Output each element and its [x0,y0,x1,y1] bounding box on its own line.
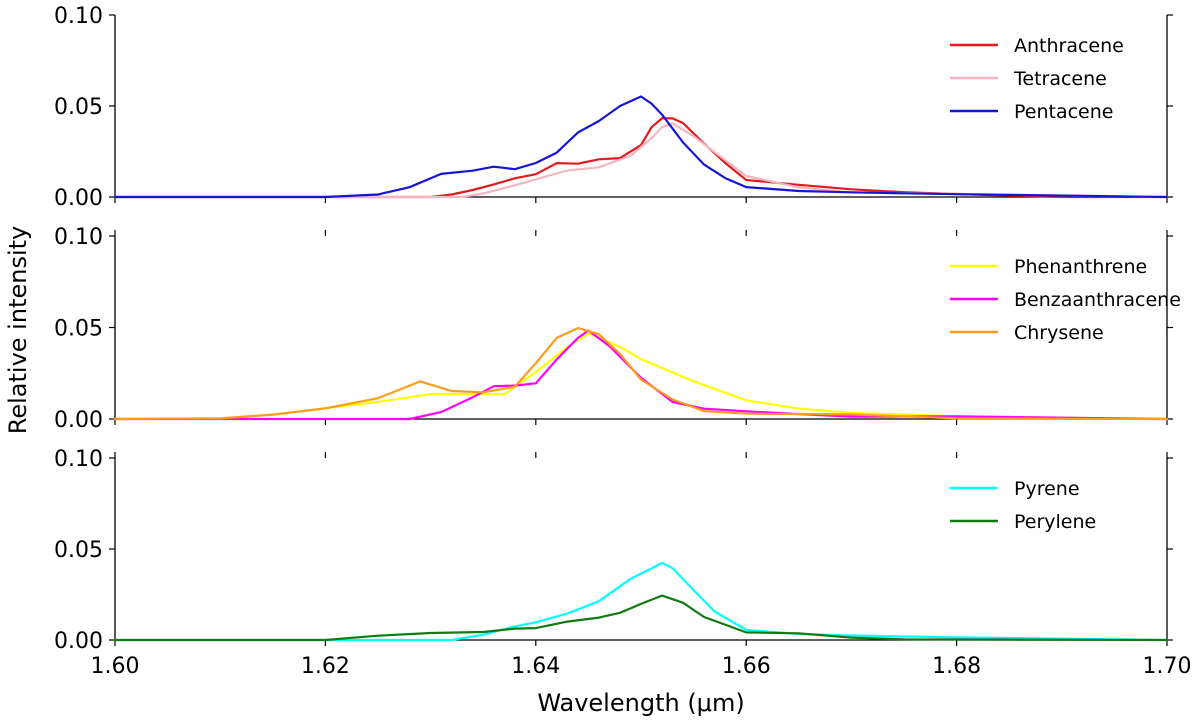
legend-label-tetracene: Tetracene [1013,68,1107,90]
legend-label-anthracene: Anthracene [1014,35,1124,57]
series-line-chrysene [113,327,1169,421]
series-line-anthracene [113,117,1169,199]
x-tick-label: 1.62 [301,654,350,679]
y-tick-label: 0.05 [54,538,103,563]
legend-label-chrysene: Chrysene [1014,322,1104,344]
x-tick-label: 1.64 [511,654,560,679]
y-axis-title: Relative intensity [4,226,32,434]
legend-label-benzaanthracene: Benzaanthracene [1014,289,1181,311]
panel-1: 0.00 0.05 0.10 Anthracene Tetracene Pentacene [54,4,1173,211]
y-tick-label: 0.10 [54,447,103,472]
y-tick-label: 0.00 [54,408,103,433]
y-tick-label: 0.00 [54,629,103,654]
legend-label-pyrene: Pyrene [1014,478,1080,500]
x-axis-title: Wavelength (μm) [537,689,744,717]
panel-3: 0.00 0.05 0.10 1.60 1.62 1.64 1.66 1.68 1.70 Pyre… [54,447,1191,679]
y-tick-label: 0.05 [54,95,103,120]
y-tick-label: 0.00 [54,186,103,211]
x-tick-label: 1.66 [722,654,771,679]
y-tick-label: 0.10 [54,225,103,250]
y-tick-label: 0.05 [54,317,103,342]
series-line-pyrene [113,561,1169,642]
legend-label-phenanthrene: Phenanthrene [1014,256,1147,278]
series-line-benzaanthracene [113,329,1169,421]
y-tick-label: 0.10 [54,4,103,29]
chart-panels: 0.00 0.05 0.10 Anthracene Tetracene Pentacene… [54,4,1191,679]
x-tick-label: 1.70 [1143,654,1192,679]
series-line-tetracene [113,122,1169,199]
series-line-pentacene [113,95,1169,199]
x-tick-label: 1.68 [932,654,981,679]
x-tick-label: 1.60 [91,654,140,679]
legend-label-perylene: Perylene [1014,511,1096,533]
panel-2: 0.00 0.05 0.10 Phenanthrene Benzaanthracene C… [54,225,1181,433]
series-line-perylene [113,594,1169,642]
legend-label-pentacene: Pentacene [1014,101,1113,123]
